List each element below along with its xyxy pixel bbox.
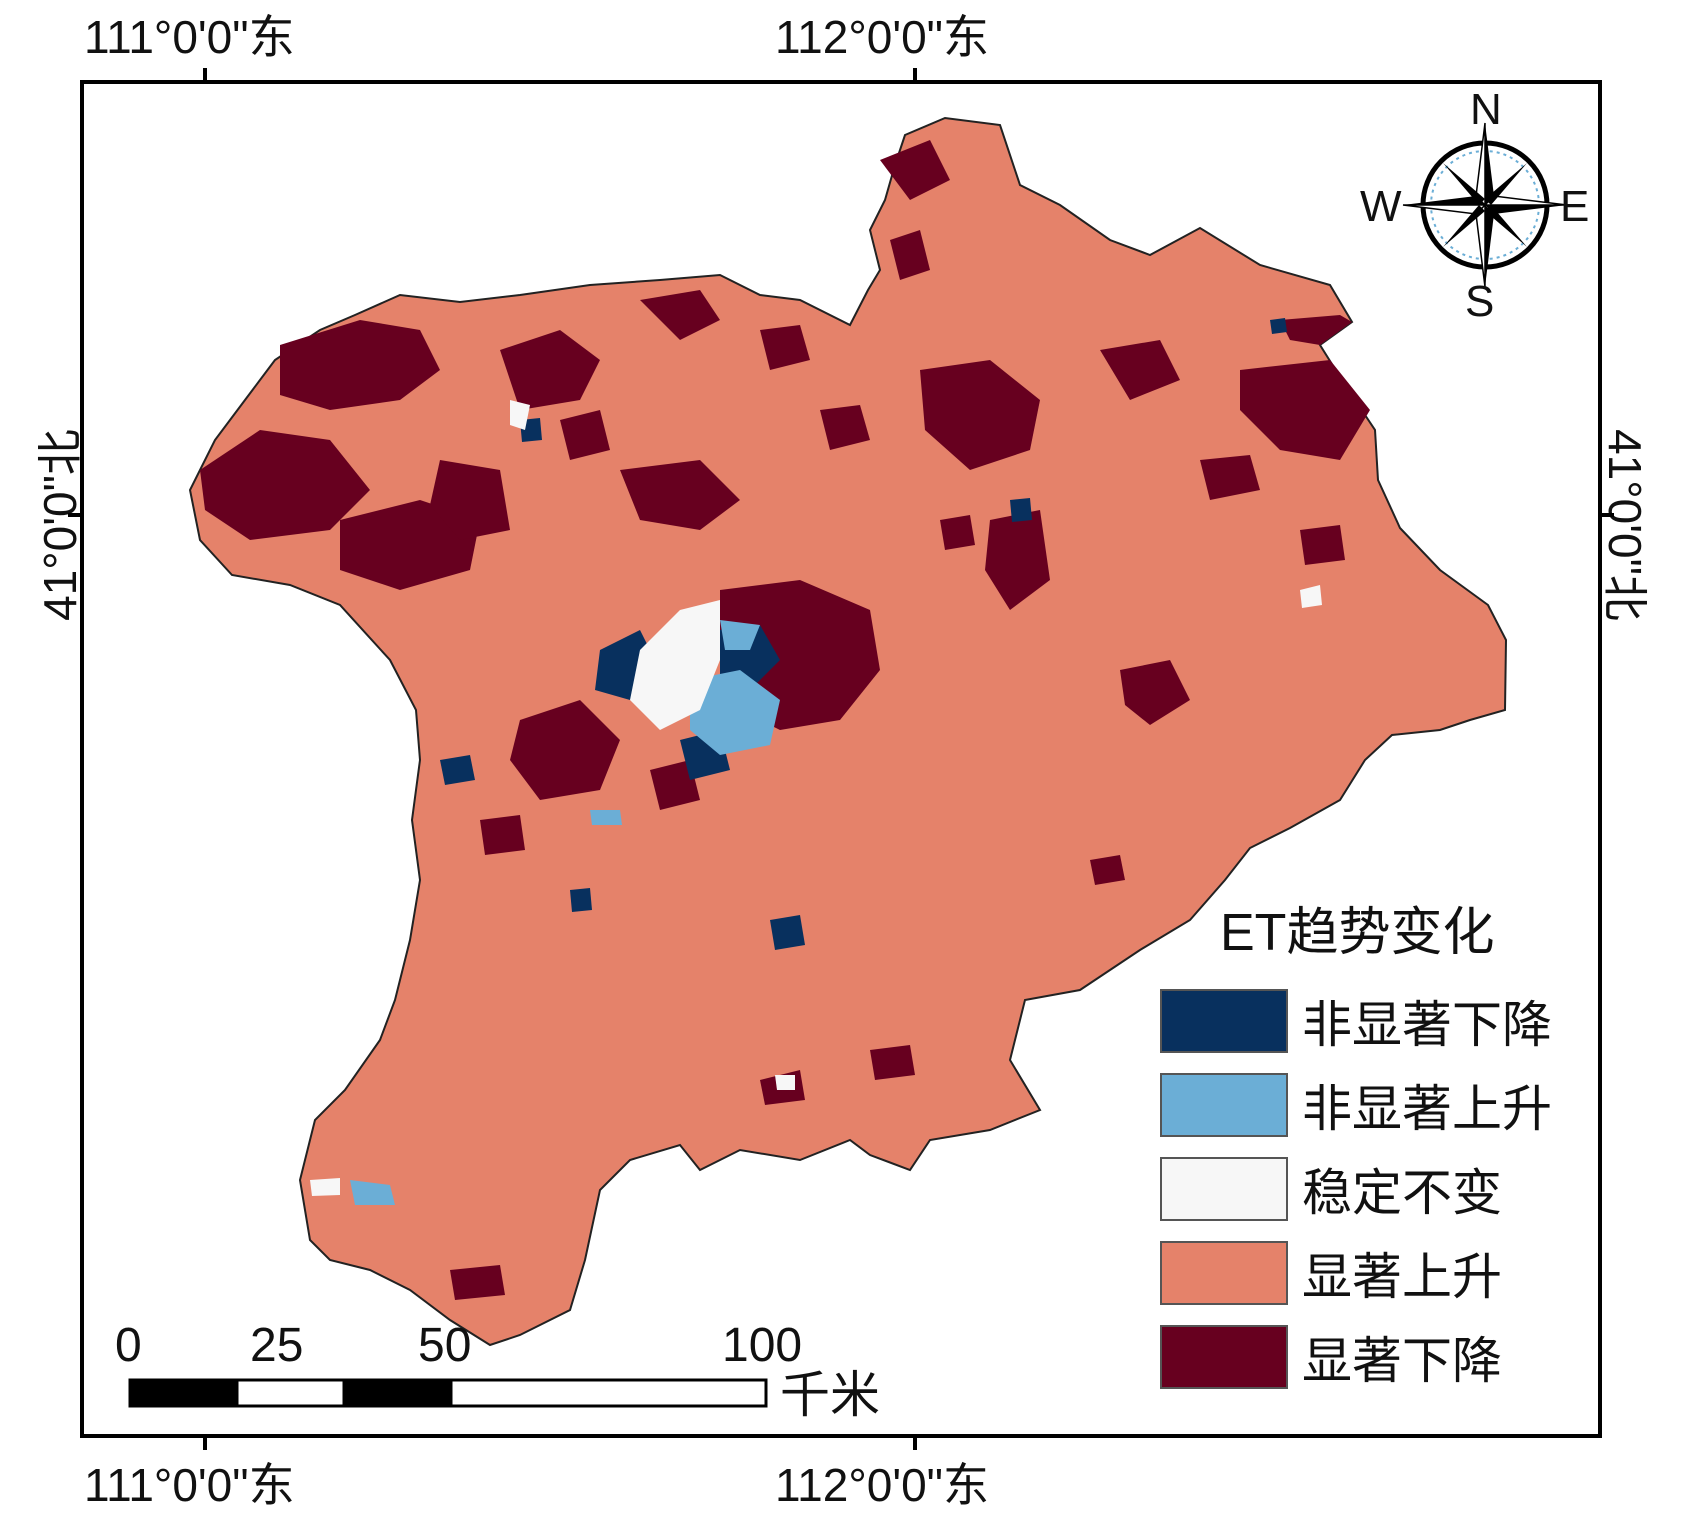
- legend-swatch-nonsig-increase: [1160, 1073, 1288, 1137]
- compass-south: S: [1465, 277, 1495, 326]
- legend-title: ET趋势变化: [1220, 904, 1495, 962]
- legend-label-nonsig-decrease: 非显著下降: [1302, 997, 1552, 1053]
- legend-swatch-significant-increase: [1160, 1241, 1288, 1305]
- graticule-ticks: [68, 68, 1614, 1450]
- longitude-label-bottom-left: 111°0'0"东: [84, 1459, 295, 1511]
- legend-swatch-significant-decrease: [1160, 1325, 1288, 1389]
- scale-bar: [128, 1378, 768, 1408]
- nonsig-increase-areas: [350, 620, 780, 1205]
- legend-swatch-nonsig-decrease: [1160, 989, 1288, 1053]
- legend-label-nonsig-increase: 非显著上升: [1302, 1081, 1552, 1137]
- north-arrow-compass: [1402, 122, 1568, 288]
- legend-label-significant-decrease: 显著下降: [1302, 1333, 1502, 1389]
- longitude-label-top-right: 112°0'0"东: [775, 11, 990, 63]
- legend-item-nonsig-increase: 非显著上升: [1160, 1063, 1600, 1147]
- legend-item-significant-increase: 显著上升: [1160, 1231, 1600, 1315]
- longitude-label-top-left: 111°0'0"东: [84, 11, 295, 63]
- scale-unit: 千米: [780, 1367, 880, 1423]
- legend-label-significant-increase: 显著上升: [1302, 1249, 1502, 1305]
- compass-west: W: [1360, 182, 1402, 231]
- legend-item-significant-decrease: 显著下降: [1160, 1315, 1600, 1399]
- scale-tick-100: 100: [722, 1319, 803, 1372]
- longitude-label-bottom-right: 112°0'0"东: [775, 1459, 990, 1511]
- legend-swatch-stable: [1160, 1157, 1288, 1221]
- scale-tick-50: 50: [418, 1319, 472, 1372]
- legend-label-stable: 稳定不变: [1302, 1165, 1502, 1221]
- legend: ET趋势变化 非显著下降 非显著上升 稳定不变 显著上升 显著下降: [1160, 890, 1600, 1399]
- scale-tick-0: 0: [115, 1319, 142, 1372]
- compass-north: N: [1470, 85, 1502, 134]
- scale-tick-25: 25: [250, 1319, 304, 1372]
- legend-item-stable: 稳定不变: [1160, 1147, 1600, 1231]
- compass-east: E: [1560, 182, 1590, 231]
- significant-decrease-areas: [200, 140, 1370, 1300]
- legend-item-nonsig-decrease: 非显著下降: [1160, 979, 1600, 1063]
- stable-areas: [310, 400, 1322, 1196]
